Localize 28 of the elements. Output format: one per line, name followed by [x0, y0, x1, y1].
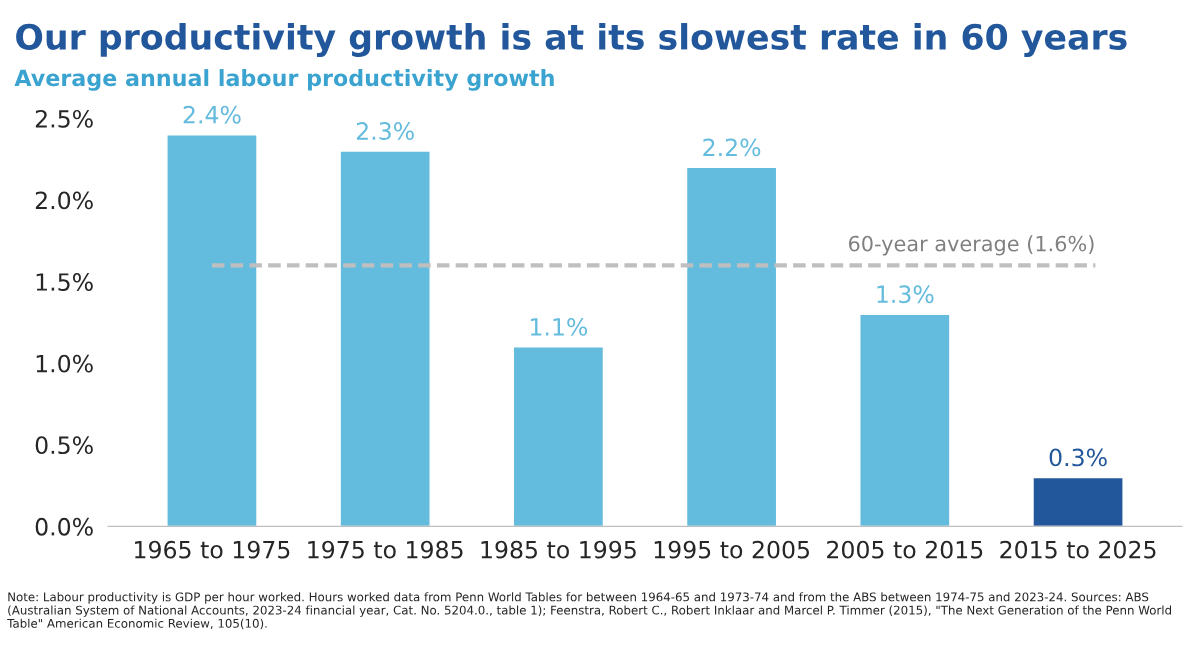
- bar: [1032, 476, 1124, 527]
- data-label: 1.1%: [530, 317, 588, 336]
- bar: [685, 166, 778, 527]
- data-label: 2.3%: [356, 122, 414, 140]
- bar: [339, 150, 431, 527]
- text: Note: Labour productivity is GDP per hour worked. Hours worked data from Penn World Tables for between 1964-65 and 1973-74 and from the ABS between 1974-75 and 2023-24. Sources: ABS (Australian System of National Accounts, 2023-24 financial year, Cat. No. 5204.0., table 1); Feenstra, Robert C., Robert Inklaar and Marcel P. Timmer (2015), "The Next Generation of the Penn World Table" American Economic Review, 105(10).: [7, 592, 1171, 630]
- y-tick-label: 1.5%: [36, 273, 93, 291]
- bar: [512, 346, 605, 527]
- y-tick-label: 2.5%: [35, 109, 93, 128]
- bar: [166, 134, 258, 527]
- ref-line-label: 60-year average (1.6%): [848, 235, 1094, 256]
- bar: [859, 313, 951, 527]
- y-tick-label: 0.0%: [35, 517, 93, 536]
- x-tick-label: 2005 to 2015: [827, 540, 983, 559]
- chart-subtitle: Average annual labour productivity growth: [14, 69, 554, 91]
- data-label: 0.3%: [1049, 448, 1107, 467]
- y-tick-label: 2.0%: [35, 191, 93, 210]
- data-label: 2.4%: [183, 105, 241, 124]
- data-label: 1.3%: [877, 285, 934, 304]
- x-tick-label: 1995 to 2005: [654, 540, 809, 559]
- x-tick-label: 1965 to 1975: [135, 540, 290, 559]
- x-tick-label: 1975 to 1985: [308, 540, 463, 559]
- x-tick-label: 1985 to 1995: [481, 540, 636, 559]
- chart-title: Our productivity growth is at its slowest rate in 60 years: [16, 23, 1127, 57]
- x-tick-label: 2015 to 2025: [1000, 540, 1156, 559]
- y-tick-label: 1.0%: [36, 354, 93, 373]
- y-tick-label: 0.5%: [35, 436, 93, 455]
- data-label: 2.2%: [703, 138, 761, 157]
